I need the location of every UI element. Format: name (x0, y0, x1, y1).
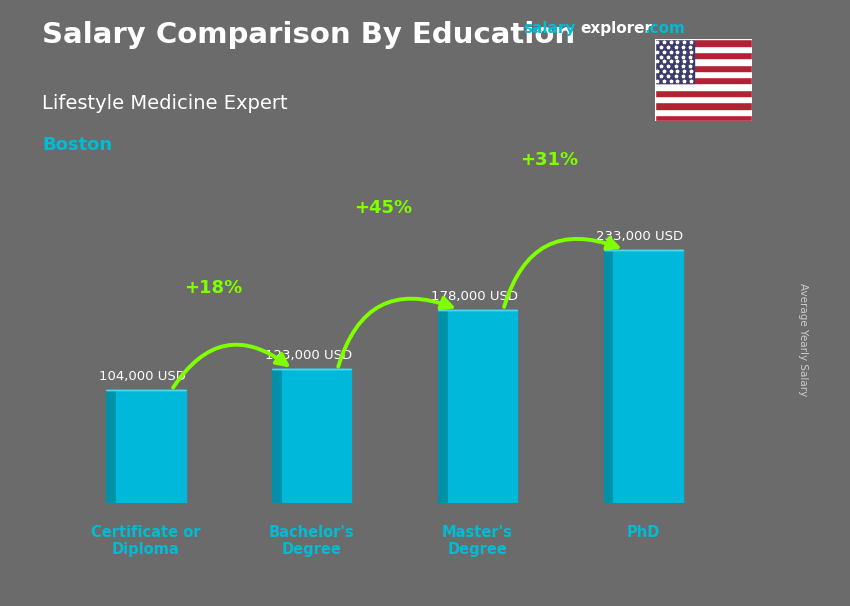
Text: explorer: explorer (581, 21, 653, 36)
Bar (654, 90, 752, 96)
Text: Certificate or
Diploma: Certificate or Diploma (91, 525, 201, 558)
Bar (654, 108, 752, 115)
Polygon shape (448, 310, 518, 503)
Polygon shape (614, 250, 683, 503)
Polygon shape (604, 250, 614, 503)
Text: salary: salary (523, 21, 575, 36)
Text: Average Yearly Salary: Average Yearly Salary (798, 283, 808, 396)
Text: +18%: +18% (184, 279, 243, 297)
Bar (654, 84, 752, 90)
Polygon shape (116, 390, 185, 503)
Bar (654, 58, 752, 65)
Text: 104,000 USD: 104,000 USD (99, 370, 186, 383)
Text: Boston: Boston (42, 136, 112, 155)
Text: PhD: PhD (626, 525, 660, 540)
Text: +45%: +45% (354, 199, 412, 217)
Text: Salary Comparison By Education: Salary Comparison By Education (42, 21, 575, 49)
Bar (654, 45, 752, 52)
Bar (654, 71, 752, 77)
Bar (654, 115, 752, 121)
Text: Lifestyle Medicine Expert: Lifestyle Medicine Expert (42, 94, 288, 113)
Bar (654, 96, 752, 102)
Text: 233,000 USD: 233,000 USD (597, 230, 683, 243)
Text: +31%: +31% (519, 152, 578, 169)
Text: Bachelor's
Degree: Bachelor's Degree (269, 525, 354, 558)
Text: Master's
Degree: Master's Degree (442, 525, 513, 558)
Polygon shape (272, 369, 281, 503)
Text: 123,000 USD: 123,000 USD (264, 350, 352, 362)
Bar (654, 65, 752, 71)
Bar (654, 39, 752, 45)
Bar (654, 77, 752, 84)
Bar (654, 39, 694, 84)
Polygon shape (281, 369, 351, 503)
Bar (654, 102, 752, 108)
Polygon shape (106, 390, 116, 503)
Bar (654, 52, 752, 58)
Text: 178,000 USD: 178,000 USD (431, 290, 518, 302)
Polygon shape (438, 310, 448, 503)
Text: .com: .com (644, 21, 685, 36)
